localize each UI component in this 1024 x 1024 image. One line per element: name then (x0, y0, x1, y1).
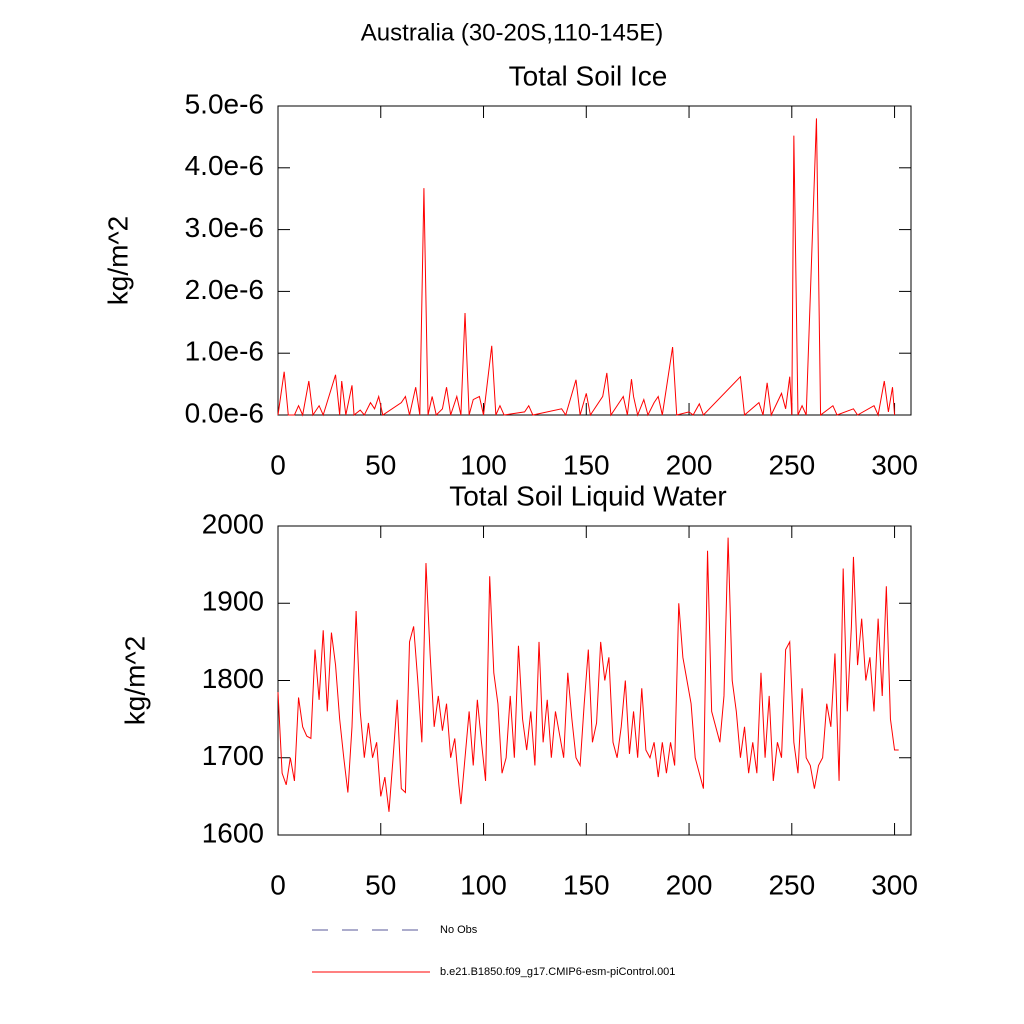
plot-frame (277, 105, 912, 416)
y-tick-label: 5.0e-6 (185, 88, 264, 119)
y-tick-label: 2000 (202, 508, 264, 539)
x-tick-label: 50 (365, 869, 396, 900)
y-tick-label: 1.0e-6 (185, 336, 264, 367)
x-tick-label: 50 (365, 449, 396, 480)
x-tick-label: 200 (666, 449, 713, 480)
y-tick-label: 1900 (202, 586, 264, 617)
legend-label: b.e21.B1850.f09_g17.CMIP6-esm-piControl.… (440, 966, 675, 978)
y-tick-label: 0.0e-6 (185, 397, 264, 428)
x-tick-label: 100 (460, 869, 507, 900)
legend-label: No Obs (440, 924, 478, 936)
y-axis-label: kg/m^2 (119, 636, 150, 725)
y-tick-label: 3.0e-6 (185, 212, 264, 243)
x-tick-label: 150 (563, 869, 610, 900)
data-line (277, 537, 899, 812)
x-tick-label: 300 (871, 449, 918, 480)
y-tick-label: 2.0e-6 (185, 274, 264, 305)
chart-title: Total Soil Ice (509, 60, 668, 91)
x-tick-label: 150 (563, 449, 610, 480)
x-tick-label: 0 (270, 449, 286, 480)
data-line (277, 118, 896, 417)
x-tick-label: 100 (460, 449, 507, 480)
chart-title: Total Soil Liquid Water (449, 480, 727, 511)
x-tick-label: 300 (871, 869, 918, 900)
x-tick-label: 250 (768, 869, 815, 900)
x-tick-label: 0 (270, 869, 286, 900)
y-tick-label: 1700 (202, 740, 264, 771)
x-tick-label: 200 (666, 869, 713, 900)
x-tick-label: 250 (768, 449, 815, 480)
y-axis-label: kg/m^2 (102, 216, 133, 305)
y-tick-label: 1600 (202, 817, 264, 848)
plot-frame (277, 525, 912, 836)
y-tick-label: 1800 (202, 663, 264, 694)
y-tick-label: 4.0e-6 (185, 150, 264, 181)
figure-title: Australia (30-20S,110-145E) (361, 19, 663, 46)
